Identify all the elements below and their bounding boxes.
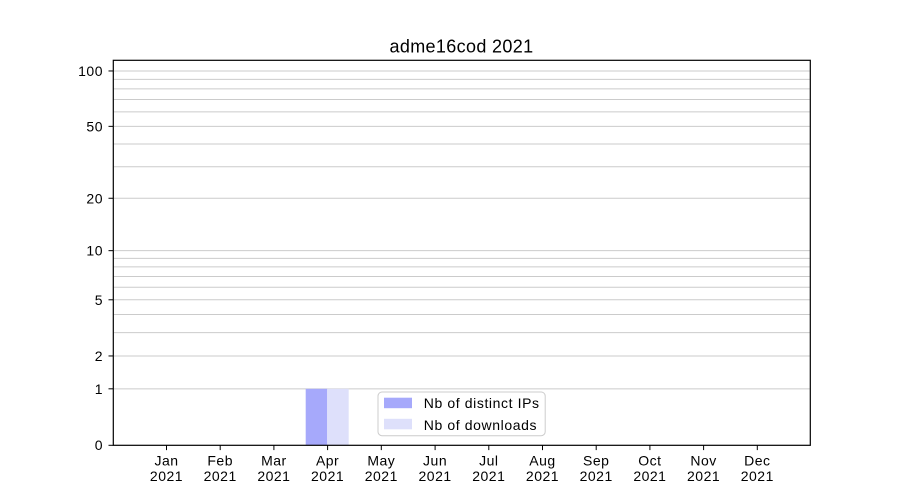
svg-text:50: 50 (86, 118, 103, 134)
svg-text:2021: 2021 (150, 468, 183, 484)
svg-text:2021: 2021 (741, 468, 774, 484)
svg-text:Sep: Sep (583, 453, 609, 469)
svg-text:2021: 2021 (257, 468, 290, 484)
svg-text:2021: 2021 (580, 468, 613, 484)
svg-text:Jul: Jul (479, 453, 498, 469)
svg-text:20: 20 (86, 190, 103, 206)
svg-text:adme16cod 2021: adme16cod 2021 (389, 37, 533, 57)
svg-text:0: 0 (95, 437, 103, 453)
svg-text:2021: 2021 (365, 468, 398, 484)
svg-text:2021: 2021 (526, 468, 559, 484)
svg-text:5: 5 (95, 292, 103, 308)
svg-text:Dec: Dec (744, 453, 770, 469)
svg-text:2021: 2021 (311, 468, 344, 484)
svg-text:Mar: Mar (261, 453, 287, 469)
svg-text:100: 100 (78, 63, 103, 79)
svg-text:Nb of downloads: Nb of downloads (424, 417, 537, 433)
svg-text:2021: 2021 (419, 468, 452, 484)
svg-text:2021: 2021 (472, 468, 505, 484)
svg-text:1: 1 (95, 381, 103, 397)
svg-text:Jan: Jan (154, 453, 178, 469)
svg-text:Nb of distinct IPs: Nb of distinct IPs (424, 395, 540, 411)
svg-text:2: 2 (95, 348, 103, 364)
svg-text:Nov: Nov (690, 453, 716, 469)
svg-text:Aug: Aug (529, 453, 555, 469)
svg-text:Oct: Oct (638, 453, 661, 469)
svg-text:Feb: Feb (207, 453, 233, 469)
svg-text:2021: 2021 (204, 468, 237, 484)
svg-text:May: May (367, 453, 395, 469)
svg-text:Apr: Apr (316, 453, 339, 469)
svg-text:Jun: Jun (423, 453, 447, 469)
svg-text:2021: 2021 (687, 468, 720, 484)
svg-text:2021: 2021 (633, 468, 666, 484)
svg-text:10: 10 (86, 243, 103, 259)
